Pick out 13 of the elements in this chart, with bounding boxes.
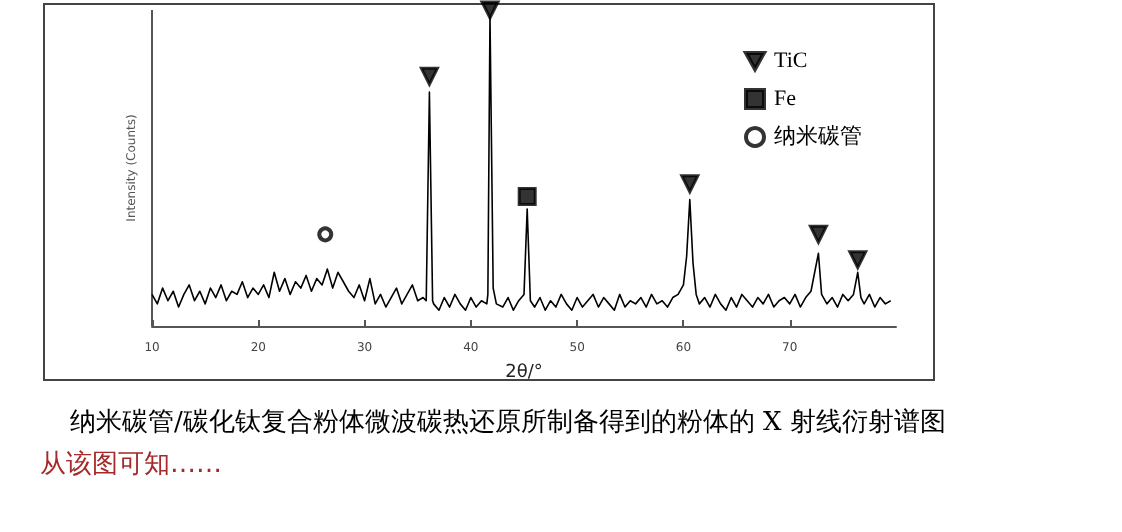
point: [848, 250, 868, 270]
point: [480, 0, 500, 20]
x-axis-title: 2θ/°: [505, 362, 543, 383]
text: 从该图可知……: [40, 448, 222, 480]
point: [680, 174, 700, 194]
point: [808, 224, 828, 244]
text: 纳米碳管/碳化钛复合粉体微波碳热还原所制备得到的粉体的 X 射线衍射谱图: [70, 408, 946, 438]
legend-label: TiC: [774, 49, 808, 73]
point: [317, 226, 334, 243]
point: [419, 66, 439, 86]
legend-label: Fe: [774, 87, 797, 111]
legend-label: 纳米碳管: [774, 123, 862, 149]
point: [517, 186, 537, 206]
